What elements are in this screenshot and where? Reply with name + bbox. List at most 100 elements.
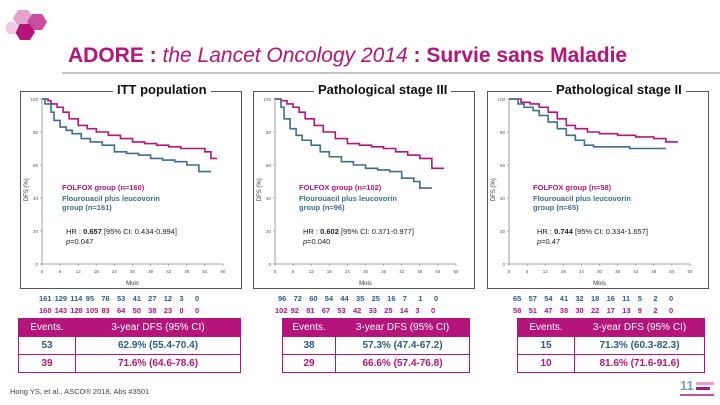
dfs-table-stage-ii: Events. 3-year DFS (95% CI) 15 71.3% (60.3… <box>517 318 705 373</box>
at-risk-flu: 65 57 54 41 32 18 16 11 5 2 0 <box>513 294 685 303</box>
at-risk-count: 0 <box>668 294 674 303</box>
y-tick-label: 60 <box>266 163 272 168</box>
x-tick-label: 12 <box>543 269 549 274</box>
x-tick-label: 0 <box>41 269 44 274</box>
y-tick-label: 0 <box>35 262 38 267</box>
x-tick-label: 0 <box>274 269 277 274</box>
x-tick-label: 6 <box>526 269 529 274</box>
panel-title: ITT population <box>113 82 211 97</box>
at-risk-count: 50 <box>132 306 141 315</box>
at-risk-count: 67 <box>321 306 331 315</box>
x-tick-label: 48 <box>417 269 423 274</box>
at-risk-count: 44 <box>340 294 349 303</box>
x-tick-label: 30 <box>130 269 136 274</box>
at-risk-count: 81 <box>306 306 315 315</box>
at-risk-flu: 96 72 60 54 44 35 25 16 7 1 0 <box>278 294 450 303</box>
legend-folfox: FOLFOX group (n=102) <box>299 183 382 192</box>
at-risk-count: 105 <box>85 306 99 315</box>
at-risk-count: 65 <box>513 294 522 303</box>
at-risk-count: 11 <box>622 294 631 303</box>
hazard-ratio: HR : 0.744 [95% CI: 0.334-1.657] p=0.47 <box>537 227 648 246</box>
flu-survival-curve <box>275 98 432 189</box>
at-risk-count: 0 <box>194 306 200 315</box>
at-risk-count: 47 <box>544 306 553 315</box>
title-divider <box>62 72 720 74</box>
panel-stage-ii: Pathological stage II 0 20 40 60 80 100 0 6 12 18… <box>485 82 710 289</box>
at-risk-count: 7 <box>402 294 407 303</box>
y-tick-label: 60 <box>500 163 506 168</box>
y-tick-label: 100 <box>30 97 38 102</box>
at-risk-count: 1 <box>418 294 423 303</box>
at-risk-count: 129 <box>54 294 68 303</box>
svg-text:11: 11 <box>680 378 694 393</box>
x-tick-label: 42 <box>399 269 405 274</box>
reference-citation: Hong YS, et al., ASCO® 2018, Abs #3501 <box>10 387 150 396</box>
x-tick-label: 42 <box>633 269 639 274</box>
at-risk-count: 161 <box>39 294 52 303</box>
at-risk-count: 22 <box>590 306 600 315</box>
table-header: Events. <box>517 318 575 337</box>
table-cell: 39 <box>18 354 76 373</box>
x-tick-label: 60 <box>453 269 459 274</box>
at-risk-count: 0 <box>433 294 439 303</box>
at-risk-count: 128 <box>70 306 83 315</box>
y-tick-label: 100 <box>263 97 271 102</box>
x-tick-label: 60 <box>687 269 693 274</box>
km-chart-stage-ii: 0 20 40 60 80 100 0 6 12 18 24 30 36 42 48 54 60 Mois DFS … <box>491 97 693 287</box>
dfs-table-itt: Events. 3-year DFS (95% CI) 53 62.9% (55.4… <box>18 318 241 373</box>
legend-flu: Flourouacil plus leucovorin group (n=96) <box>299 194 397 212</box>
table-cell: 71.3% (60.3-82.3) <box>574 336 705 355</box>
x-tick-label: 18 <box>327 269 333 274</box>
panel-stage-iii: Pathological stage III 0 20 40 60 80 100 0 6 12 1… <box>251 82 476 289</box>
y-tick-label: 80 <box>266 130 272 135</box>
km-chart-stage-iii: 0 20 40 60 80 100 0 6 12 18 24 30 36 42 48 54 60 Mois DFS … <box>257 97 459 287</box>
table-cell: 81.6% (71.6-91.6) <box>574 354 705 373</box>
panel-itt: ITT population 0 20 40 60 80 100 0 6 12 18 24 30 36 4… <box>18 82 243 289</box>
at-risk-count: 76 <box>101 294 110 303</box>
highlights-logo-icon: 11 <box>680 378 714 396</box>
x-tick-label: 24 <box>579 269 585 274</box>
y-axis-label: DFS (%) <box>24 178 30 201</box>
x-tick-label: 42 <box>166 269 172 274</box>
at-risk-count: 16 <box>387 294 396 303</box>
x-tick-label: 48 <box>184 269 190 274</box>
x-tick-label: 60 <box>220 269 226 274</box>
at-risk-count: 83 <box>101 306 110 315</box>
y-tick-label: 80 <box>500 130 506 135</box>
at-risk-count: 114 <box>70 294 83 303</box>
x-tick-label: 30 <box>363 269 369 274</box>
at-risk-count: 160 <box>39 306 52 315</box>
at-risk-count: 17 <box>606 306 615 315</box>
x-axis-label: Mois <box>359 281 372 287</box>
x-axis-label: Mois <box>126 281 139 287</box>
at-risk-count: 53 <box>337 306 346 315</box>
y-tick-label: 40 <box>500 196 506 201</box>
x-tick-label: 36 <box>615 269 621 274</box>
at-risk-count: 3 <box>179 294 184 303</box>
at-risk-count: 54 <box>324 294 334 303</box>
at-risk-count: 27 <box>148 294 157 303</box>
x-tick-label: 18 <box>94 269 100 274</box>
x-tick-label: 30 <box>597 269 603 274</box>
at-risk-count: 0 <box>179 306 184 315</box>
y-tick-label: 20 <box>266 229 272 234</box>
at-risk-count: 35 <box>355 294 365 303</box>
x-tick-label: 18 <box>561 269 567 274</box>
hazard-ratio: HR : 0.602 [95% CI: 0.371-0.977] p=0.040 <box>303 227 414 246</box>
at-risk-count: 72 <box>293 294 302 303</box>
folfox-survival-curve <box>42 98 217 160</box>
table-header: Events. <box>282 318 336 337</box>
y-tick-label: 100 <box>497 97 505 102</box>
x-tick-label: 54 <box>202 269 208 274</box>
legend-flu: Flourouacil plus leucovorin group (n=65) <box>533 194 631 212</box>
y-tick-label: 0 <box>502 262 505 267</box>
at-risk-count: 51 <box>528 306 537 315</box>
y-tick-label: 60 <box>33 163 39 168</box>
at-risk-count: 102 <box>275 306 288 315</box>
at-risk-count: 53 <box>116 294 126 303</box>
table-header: Events. <box>18 318 76 337</box>
x-tick-label: 6 <box>59 269 62 274</box>
y-tick-label: 40 <box>266 196 272 201</box>
table-header: 3-year DFS (95% CI) <box>335 318 470 337</box>
page-title: ADORE : the Lancet Oncology 2014 : Survi… <box>68 44 628 67</box>
